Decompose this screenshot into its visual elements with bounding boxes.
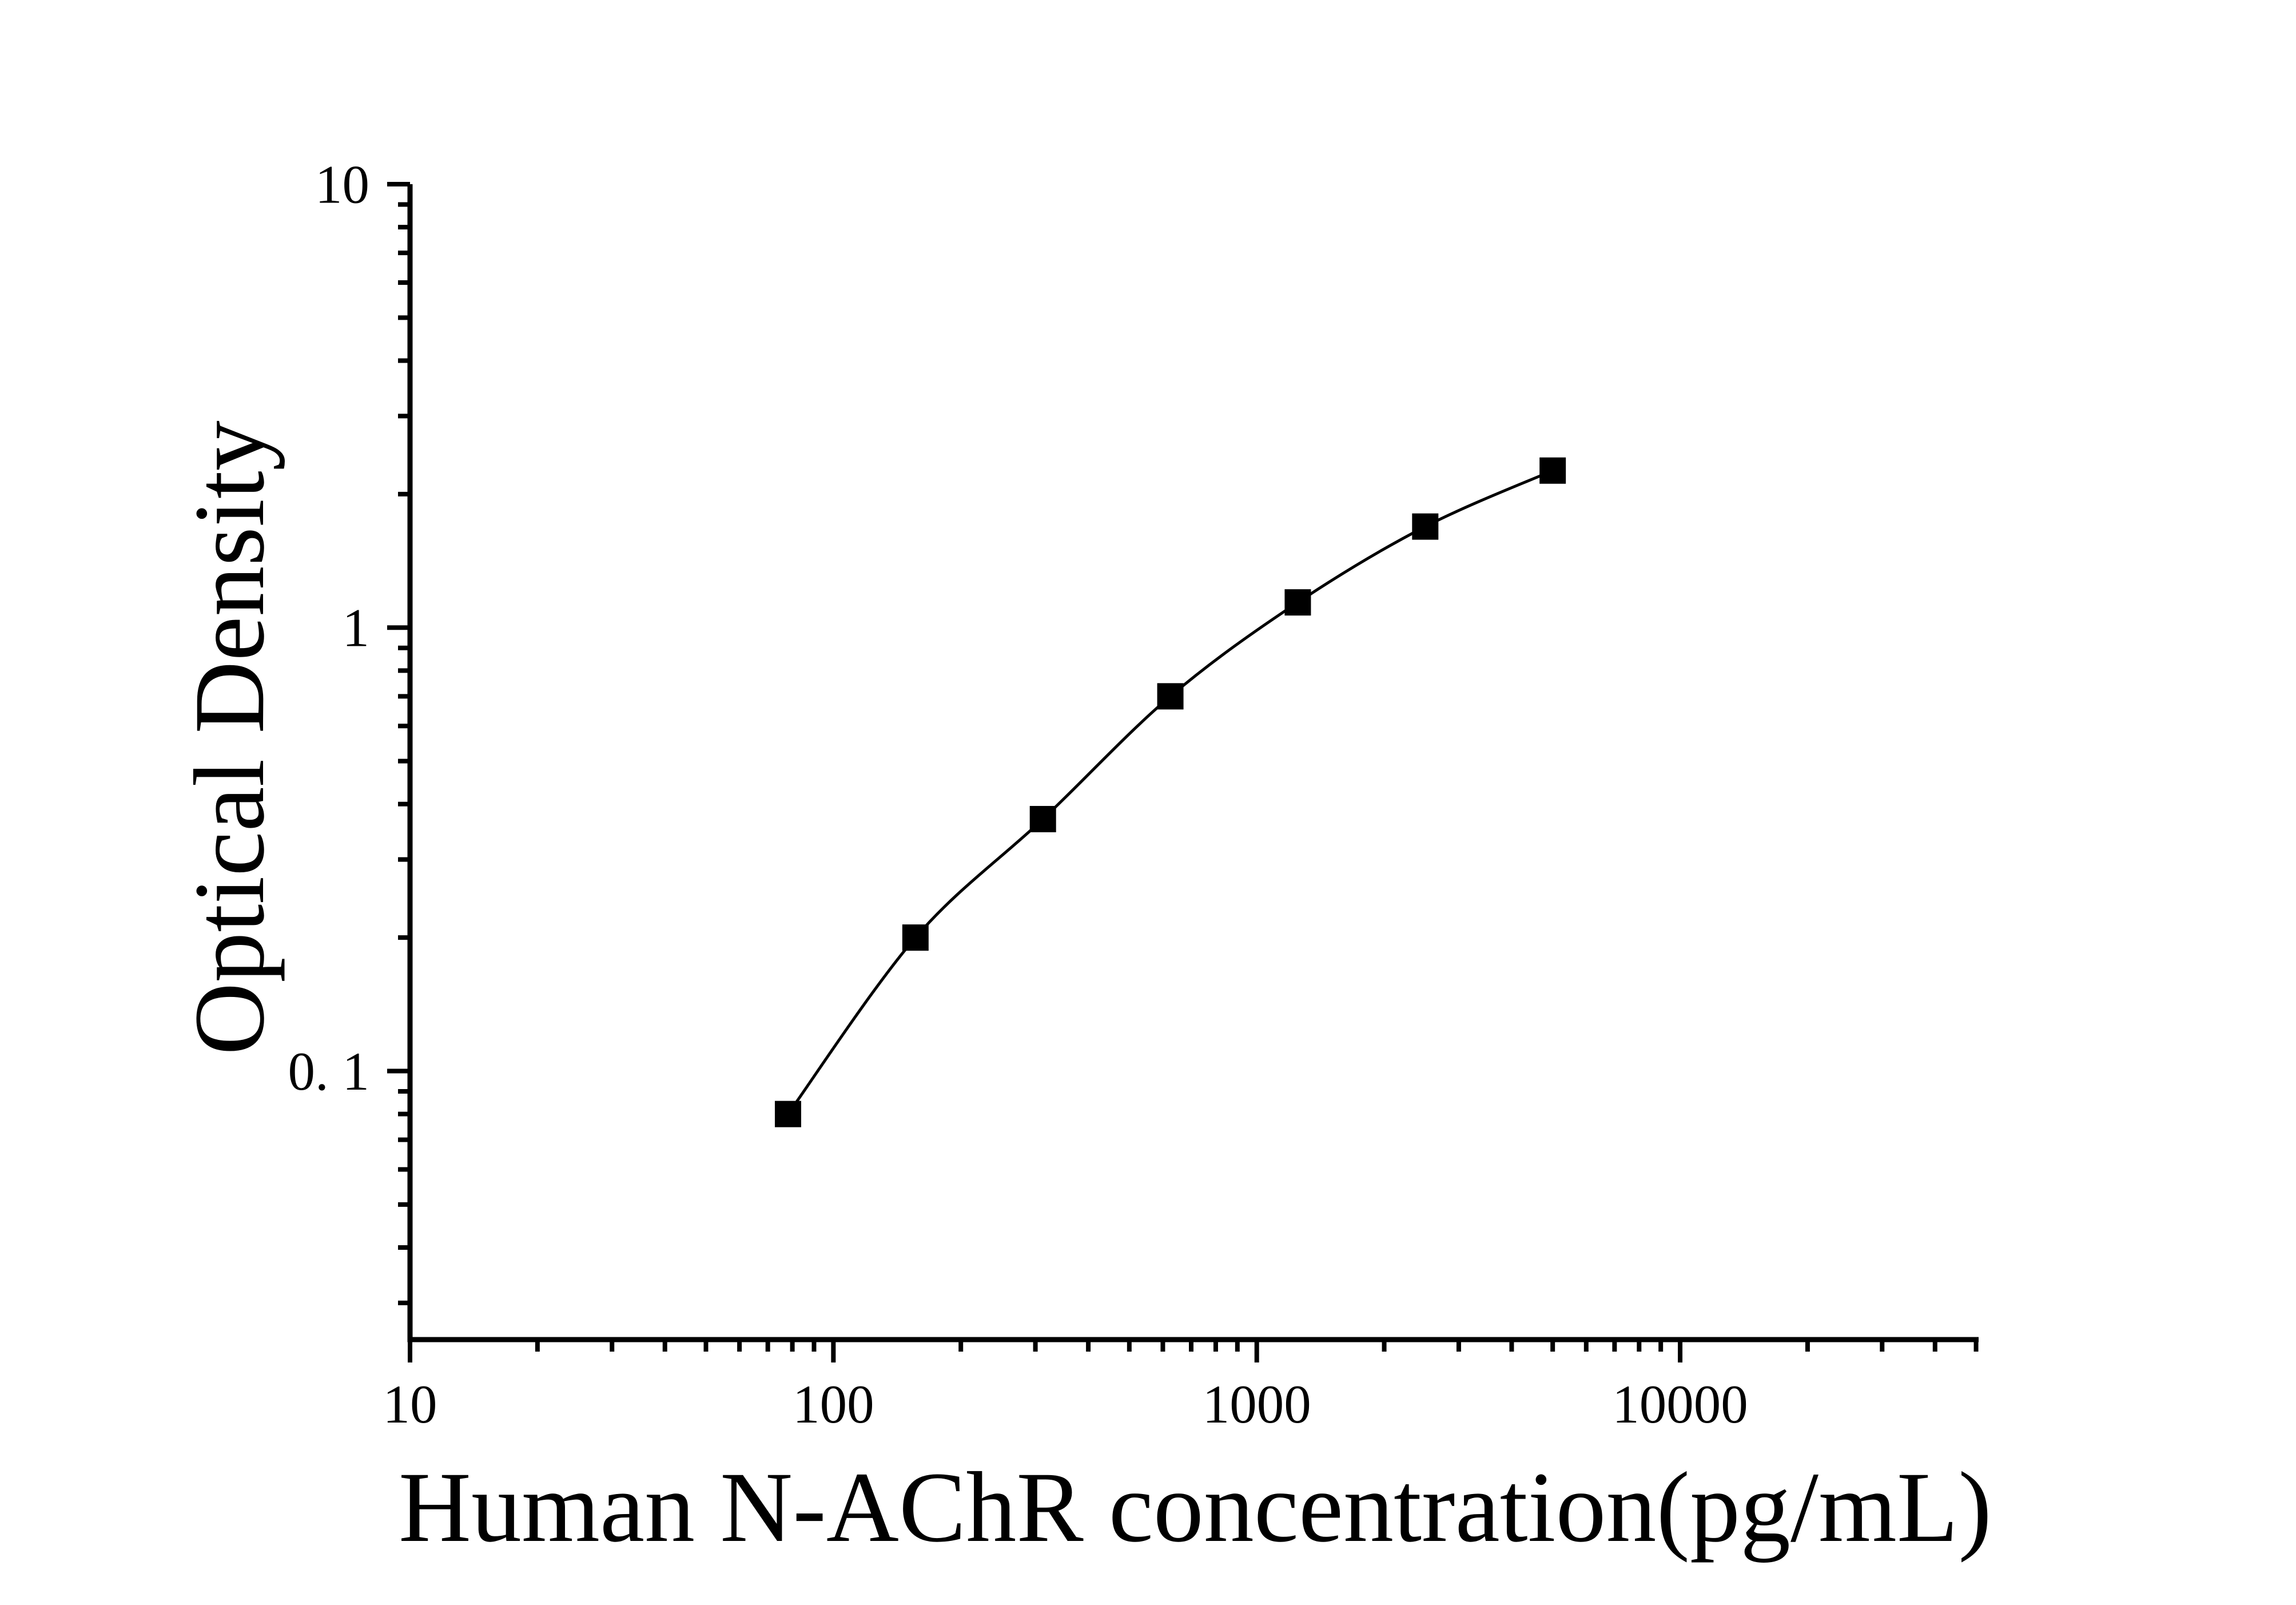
y-tick-label: 10 (315, 154, 369, 214)
data-point-marker (1284, 589, 1311, 616)
y-tick-label: 0. 1 (288, 1041, 370, 1102)
data-point-marker (902, 924, 929, 951)
x-tick-label: 10000 (1612, 1374, 1748, 1435)
standard-curve-line (786, 469, 1554, 1115)
y-axis-title: Optical Density (174, 420, 285, 1055)
data-point-marker (774, 1101, 801, 1127)
data-point-marker (1539, 457, 1566, 484)
y-tick-label: 1 (343, 598, 370, 658)
x-axis-title: Human N-AChR concentration(pg/mL) (398, 1452, 1992, 1563)
data-point-marker (1157, 683, 1184, 710)
data-point-marker (1029, 806, 1056, 833)
x-tick-label: 100 (793, 1374, 874, 1435)
data-point-marker (1412, 513, 1439, 540)
x-tick-label: 1000 (1203, 1374, 1311, 1435)
x-tick-label: 10 (383, 1374, 437, 1435)
